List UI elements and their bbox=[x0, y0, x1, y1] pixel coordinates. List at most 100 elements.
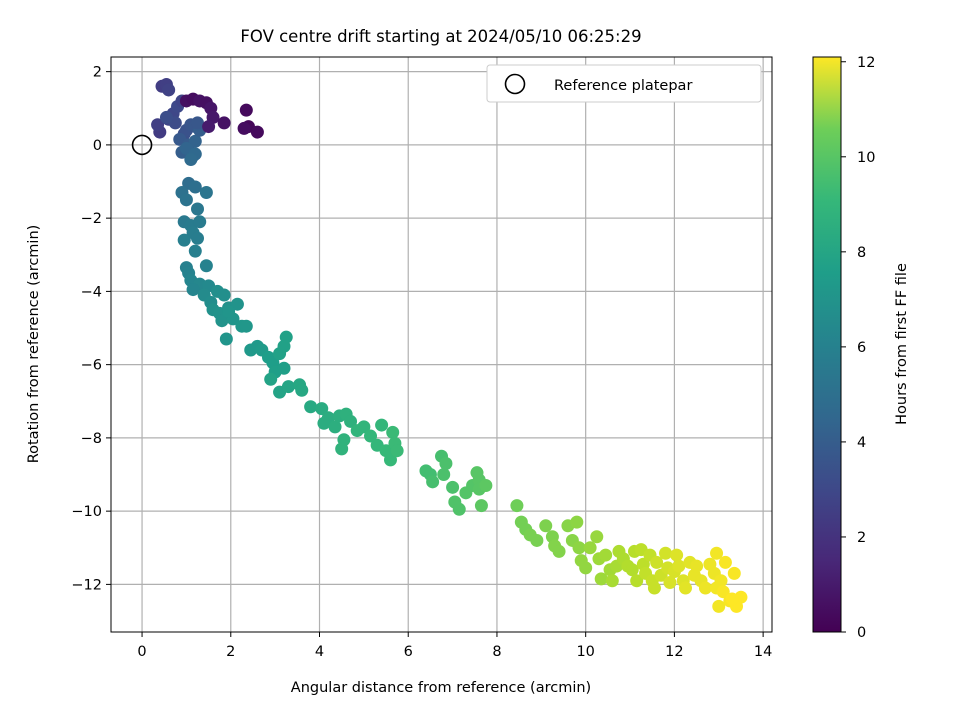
data-point bbox=[583, 541, 597, 555]
data-point bbox=[530, 533, 544, 547]
data-point bbox=[191, 202, 205, 216]
data-point bbox=[539, 519, 553, 533]
x-tick-label: 12 bbox=[665, 644, 683, 660]
data-point bbox=[199, 259, 213, 273]
data-point bbox=[186, 283, 200, 297]
colorbar-tick-label: 10 bbox=[857, 150, 875, 166]
data-point bbox=[605, 574, 619, 588]
data-point bbox=[647, 581, 661, 595]
data-point bbox=[437, 468, 451, 482]
data-point bbox=[202, 120, 216, 134]
colorbar-gradient bbox=[812, 56, 842, 633]
data-point bbox=[383, 453, 397, 467]
data-point bbox=[439, 457, 453, 471]
chart-title: FOV centre drift starting at 2024/05/10 … bbox=[240, 27, 641, 46]
data-point bbox=[714, 574, 728, 588]
data-point bbox=[188, 134, 202, 148]
data-point bbox=[315, 402, 329, 416]
data-point bbox=[217, 288, 231, 302]
data-point bbox=[239, 103, 253, 117]
colorbar-tick-label: 6 bbox=[857, 340, 866, 356]
data-point bbox=[328, 420, 342, 434]
data-point bbox=[579, 561, 593, 575]
data-point bbox=[304, 400, 318, 414]
y-axis-label: Rotation from reference (arcmin) bbox=[26, 225, 42, 464]
colorbar-tick-label: 0 bbox=[857, 625, 866, 641]
y-tick-label: 0 bbox=[93, 138, 102, 154]
legend-marker bbox=[504, 73, 526, 95]
legend-box bbox=[486, 64, 762, 103]
x-tick-label: 10 bbox=[576, 644, 594, 660]
data-point bbox=[357, 420, 371, 434]
grid bbox=[111, 57, 772, 632]
data-point bbox=[712, 599, 726, 613]
data-point bbox=[193, 215, 207, 229]
data-point bbox=[191, 231, 205, 245]
colorbar-label: Hours from first FF file bbox=[894, 263, 910, 425]
data-point bbox=[659, 546, 673, 560]
colorbar-tick-label: 12 bbox=[857, 55, 875, 71]
data-point bbox=[239, 319, 253, 333]
data-point bbox=[179, 193, 193, 207]
data-point bbox=[650, 555, 664, 569]
data-point bbox=[572, 541, 586, 555]
plot-frame bbox=[110, 56, 773, 633]
data-point bbox=[222, 305, 236, 319]
data-point bbox=[215, 314, 229, 328]
data-point bbox=[590, 530, 604, 544]
x-tick-label: 14 bbox=[754, 644, 772, 660]
data-point bbox=[230, 297, 244, 311]
data-point bbox=[344, 414, 358, 428]
data-point bbox=[151, 118, 165, 132]
data-point bbox=[630, 574, 644, 588]
data-point bbox=[552, 544, 566, 558]
scatter-points bbox=[151, 77, 748, 613]
data-point bbox=[264, 372, 278, 386]
data-point bbox=[599, 548, 613, 562]
colorbar-tick-label: 4 bbox=[857, 435, 866, 451]
data-point bbox=[184, 153, 198, 167]
data-point bbox=[510, 499, 524, 513]
x-axis-label: Angular distance from reference (arcmin) bbox=[291, 680, 591, 696]
colorbar-tick-label: 8 bbox=[857, 245, 866, 261]
y-tick-label: −8 bbox=[81, 431, 102, 447]
data-point bbox=[281, 380, 295, 394]
data-point bbox=[199, 186, 213, 200]
data-point bbox=[718, 555, 732, 569]
data-point bbox=[335, 442, 349, 456]
data-point bbox=[446, 480, 460, 494]
data-point bbox=[279, 330, 293, 344]
legend-label: Reference platepar bbox=[554, 78, 692, 94]
data-point bbox=[191, 116, 205, 130]
reference-point-marker bbox=[131, 134, 153, 156]
y-tick-label: −4 bbox=[81, 284, 102, 300]
data-point bbox=[250, 125, 264, 139]
x-tick-label: 0 bbox=[137, 644, 146, 660]
x-tick-label: 6 bbox=[404, 644, 413, 660]
data-point bbox=[237, 121, 251, 135]
y-tick-label: −12 bbox=[71, 577, 102, 593]
data-point bbox=[188, 180, 202, 194]
y-axis-ticks: 2 0 −2 −4 −6 −8 −10 −12 bbox=[71, 65, 111, 593]
data-point bbox=[375, 418, 389, 432]
data-point bbox=[426, 475, 440, 489]
data-point bbox=[474, 499, 488, 513]
colorbar-tick-label: 2 bbox=[857, 530, 866, 546]
data-point bbox=[177, 233, 191, 247]
data-point bbox=[390, 444, 404, 458]
data-point bbox=[452, 502, 466, 516]
data-point bbox=[710, 546, 724, 560]
data-point bbox=[188, 244, 202, 258]
x-axis-ticks: 0 2 4 6 8 10 12 14 bbox=[137, 632, 772, 660]
data-point bbox=[295, 383, 309, 397]
y-tick-label: −6 bbox=[81, 358, 102, 374]
data-point bbox=[672, 559, 686, 573]
data-point bbox=[594, 572, 608, 586]
y-tick-label: 2 bbox=[93, 65, 102, 81]
colorbar-ticks: 0 2 4 6 8 10 12 bbox=[841, 55, 875, 641]
x-tick-label: 4 bbox=[315, 644, 324, 660]
data-point bbox=[725, 592, 739, 606]
x-tick-label: 2 bbox=[226, 644, 235, 660]
data-point bbox=[690, 559, 704, 573]
